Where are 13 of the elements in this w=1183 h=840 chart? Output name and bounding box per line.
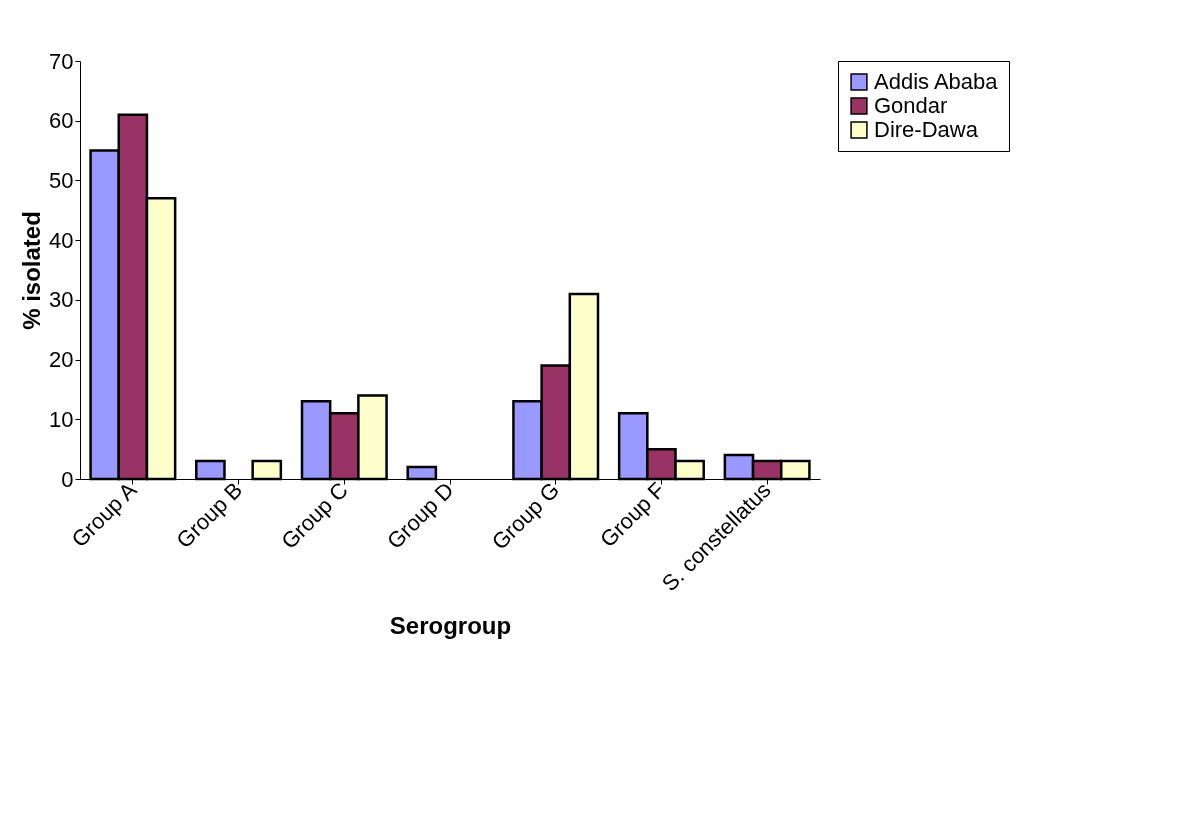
y-tick-label: 20 <box>49 347 74 373</box>
y-tick-label: 0 <box>61 466 74 492</box>
y-tick-label: 70 <box>49 48 74 74</box>
y-tick-label: 50 <box>49 167 74 193</box>
y-tick-label: 40 <box>49 227 74 253</box>
y-tick-label: 10 <box>49 406 74 432</box>
y-axis-title: % isolated <box>18 211 46 330</box>
x-axis-title: Serogroup <box>389 612 512 640</box>
legend-label: Addis Ababa <box>874 69 999 94</box>
legend-label: Dire-Dawa <box>874 117 979 142</box>
y-tick-label: 60 <box>49 108 74 134</box>
y-tick-label: 30 <box>49 287 74 313</box>
legend-label: Gondar <box>874 93 948 118</box>
